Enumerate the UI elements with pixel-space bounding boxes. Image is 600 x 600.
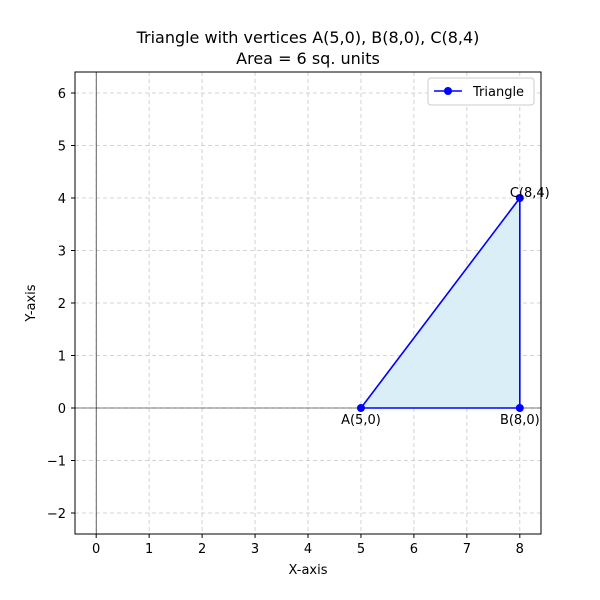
x-tick-label: 2 (198, 542, 206, 557)
chart-title-line1: Triangle with vertices A(5,0), B(8,0), C… (136, 28, 480, 47)
data-point (515, 194, 524, 202)
y-tick-label: −2 (47, 507, 66, 522)
x-tick-label: 4 (304, 542, 312, 557)
x-tick-label: 6 (410, 542, 418, 557)
legend-label: Triangle (472, 85, 524, 100)
data-point (356, 404, 365, 412)
triangle-line (360, 197, 521, 409)
legend-box (427, 77, 535, 106)
x-tick-label: 5 (357, 542, 365, 557)
x-tick-label: 7 (463, 542, 471, 557)
x-axis-label: X-axis (289, 563, 328, 578)
x-tick-label: 8 (516, 542, 524, 557)
x-tick-label: 3 (251, 542, 259, 557)
x-tick-label: 1 (145, 542, 153, 557)
y-tick-label: 0 (58, 402, 66, 417)
y-tick-label: 2 (58, 297, 66, 312)
legend-marker (444, 87, 452, 95)
y-tick-label: −1 (47, 455, 66, 470)
y-tick-label: 6 (58, 87, 66, 102)
point-label: A(5,0) (341, 413, 381, 428)
point-label: B(8,0) (500, 413, 540, 428)
y-tick-label: 5 (58, 140, 66, 155)
x-tick-label: 0 (92, 542, 100, 557)
y-tick-label: 4 (58, 192, 66, 207)
plot-area: A(5,0) B(8,0) C(8,4) 0 1 2 3 4 5 6 7 8 −2 −1 0 1 2 3 4 5 6 Tr… (47, 71, 550, 557)
legend: Triangle (427, 77, 535, 106)
y-axis-label: Y-axis (24, 284, 39, 322)
y-tick-label: 3 (58, 245, 66, 260)
chart-title-line2: Area = 6 sq. units (236, 49, 380, 68)
point-label: C(8,4) (510, 186, 550, 201)
data-point (515, 404, 524, 412)
y-tick-label: 1 (58, 350, 66, 365)
